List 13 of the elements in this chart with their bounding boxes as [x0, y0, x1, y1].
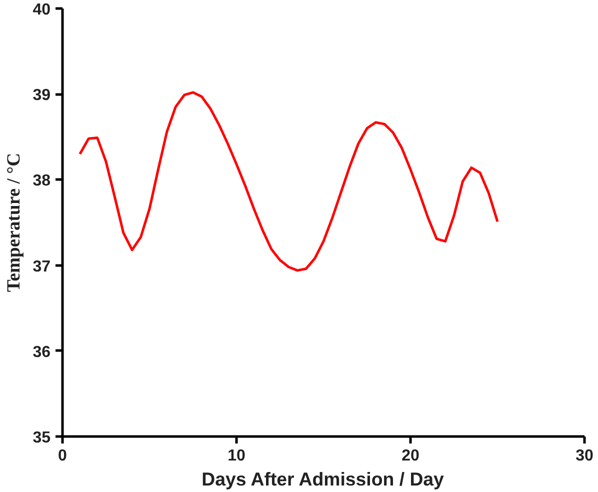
x-tick-label: 10 — [228, 448, 246, 464]
y-tick-label: 35 — [32, 430, 51, 446]
line-series — [78, 91, 499, 272]
y-axis-title: Temperature / °C — [4, 152, 25, 292]
y-tick-label: 37 — [32, 258, 51, 276]
y-tick-label: 39 — [32, 87, 51, 104]
x-axis-title: Days After Admission / Day — [202, 468, 445, 490]
y-tick-label: 36 — [32, 344, 51, 361]
y-tick-label: 38 — [32, 172, 51, 190]
y-tick-label: 40 — [32, 2, 51, 18]
x-tick-label: 30 — [576, 448, 594, 464]
x-tick-label: 0 — [58, 448, 68, 464]
x-tick-label: 20 — [402, 448, 420, 464]
